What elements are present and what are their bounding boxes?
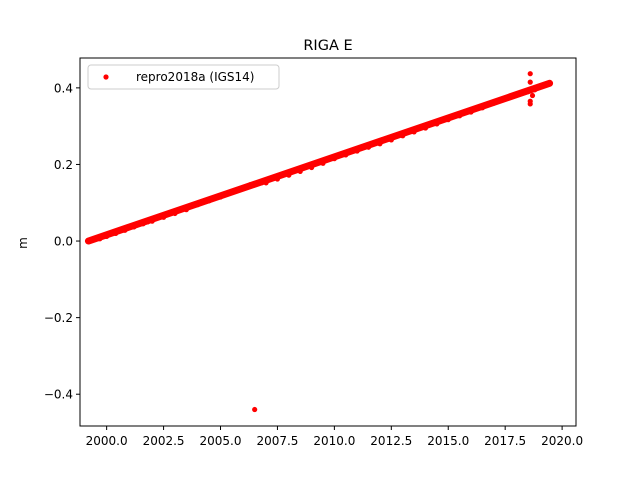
legend-label: repro2018a (IGS14): [136, 70, 254, 84]
data-point: [331, 156, 337, 162]
legend-marker: [103, 74, 109, 80]
y-tick-label: −0.4: [44, 388, 73, 402]
data-point: [240, 184, 246, 191]
data-point: [434, 121, 440, 127]
x-tick-label: 2002.5: [143, 434, 185, 448]
x-tick-label: 2012.5: [370, 434, 412, 448]
data-point: [479, 105, 485, 111]
data-point: [457, 113, 463, 119]
data-point: [527, 101, 533, 107]
data-point: [145, 219, 151, 225]
data-point: [527, 71, 533, 77]
y-axis-label: m: [16, 237, 30, 249]
data-point: [502, 96, 508, 102]
data-point: [529, 92, 536, 99]
data-point: [263, 180, 269, 186]
data-point: [172, 210, 178, 217]
data-point: [149, 218, 155, 224]
data-point: [411, 129, 417, 135]
data-point: [320, 160, 326, 166]
data-point: [85, 238, 92, 244]
data-point: [217, 194, 224, 200]
data-point: [532, 87, 538, 93]
chart-title: RIGA E: [303, 38, 352, 54]
y-tick-label: 0.4: [54, 81, 73, 95]
data-point: [513, 92, 520, 98]
series-trend-band: [84, 79, 554, 245]
data-point: [309, 164, 315, 171]
data-point: [97, 236, 103, 242]
data-point: [113, 230, 119, 236]
data-point: [354, 148, 360, 154]
data-point: [206, 198, 212, 204]
data-point: [252, 406, 258, 413]
plot-frame: [79, 57, 577, 427]
data-point: [140, 221, 146, 227]
data-point: [527, 79, 533, 85]
series-0: [84, 71, 554, 413]
data-point: [365, 144, 372, 150]
data-point: [468, 109, 474, 115]
data-point: [445, 117, 451, 123]
y-tick-label: −0.2: [44, 311, 73, 325]
y-tick-label: 0.0: [54, 235, 73, 249]
y-axis: −0.4 −0.2 0.0 0.2 0.4: [44, 81, 80, 402]
data-point: [229, 189, 235, 195]
data-point: [258, 180, 265, 186]
x-tick-label: 2005.0: [200, 434, 242, 448]
data-point: [286, 172, 292, 178]
data-point: [377, 141, 383, 147]
data-point: [343, 152, 349, 158]
data-point: [274, 176, 281, 182]
data-point: [400, 133, 406, 139]
data-point: [422, 125, 429, 131]
x-tick-label: 2017.5: [484, 434, 526, 448]
y-tick-label: 0.2: [54, 158, 73, 172]
data-point: [122, 227, 128, 233]
data-point: [247, 182, 253, 188]
x-tick-label: 2007.5: [256, 434, 298, 448]
data-point: [131, 224, 137, 230]
data-point: [541, 82, 547, 88]
data-point: [491, 100, 497, 106]
legend-box: [87, 64, 280, 90]
plot-area: [84, 71, 554, 413]
x-tick-label: 2015.0: [427, 434, 469, 448]
data-point: [160, 214, 167, 220]
data-point: [183, 207, 189, 213]
x-tick-label: 2010.0: [313, 434, 355, 448]
data-point: [90, 237, 96, 243]
x-tick-label: 2020.0: [541, 434, 583, 448]
legend: repro2018a (IGS14): [87, 64, 280, 90]
data-point: [546, 80, 553, 86]
data-point: [104, 233, 110, 240]
data-point: [525, 89, 531, 95]
x-axis: 2000.0 2002.5 2005.0 2007.5 2010.0 2012.5 2015…: [86, 426, 583, 448]
x-tick-label: 2000.0: [86, 434, 128, 448]
data-point: [195, 202, 201, 208]
data-point: [536, 84, 542, 90]
data-point: [297, 168, 303, 174]
data-point: [388, 137, 394, 143]
